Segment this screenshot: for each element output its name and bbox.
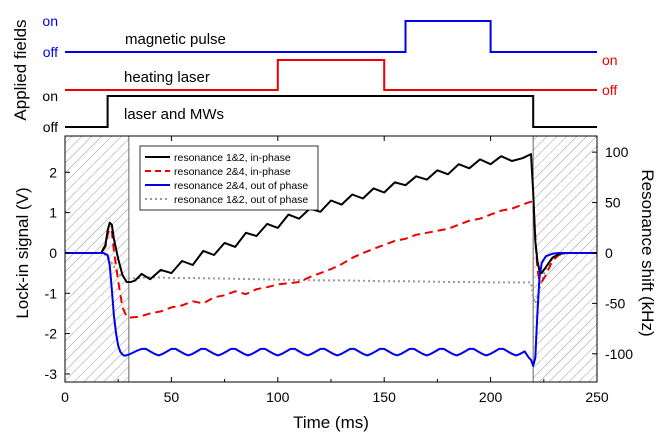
x-tick-label-3: 150 [373,389,397,405]
field-trace-1 [65,59,597,91]
legend: resonance 1&2, in-phase resonance 2&4, in… [139,145,319,211]
legend-label-0: resonance 1&2, in-phase [174,152,291,164]
field-off-label-0: off [43,44,58,60]
x-tick-label-1: 50 [164,389,180,405]
lock-in-panel: 0 50 100 150 200 250 -3 -2 -1 0 1 2 -100 -50 0 50 100 re… [13,135,657,432]
hatched-region-1 [533,136,597,382]
field-on-label-1: on [602,52,618,68]
legend-label-2: resonance 2&4, out of phase [174,180,308,192]
field-name-0: magnetic pulse [125,31,226,48]
legend-label-3: resonance 1&2, out of phase [174,194,308,206]
field-on-label-2: on [42,88,58,104]
field-trace-2 [65,95,597,128]
y2-axis-label: Resonance shift (kHz) [638,169,657,336]
y2-tick-label-1: -50 [605,295,625,311]
y-tick-label-5: 2 [49,164,57,180]
field-on-label-0: on [42,13,58,29]
x-tick-label-2: 100 [266,389,290,405]
field-trace-0 [65,20,597,53]
legend-label-1: resonance 2&4, in-phase [174,166,291,178]
y-axis-label: Lock-in signal (V) [13,187,32,318]
y-tick-label-3: 0 [49,245,57,261]
series-line-3 [65,252,597,305]
series-line-2 [65,252,597,367]
y2-tick-label-4: 100 [605,144,629,160]
y2-tick-label-0: -100 [605,346,633,362]
x-tick-label-5: 250 [585,389,609,405]
field-name-2: laser and MWs [124,106,224,123]
x-tick-label-4: 200 [479,389,503,405]
y-tick-label-4: 1 [49,205,57,221]
y-tick-label-1: -2 [45,326,58,342]
field-name-1: heating laser [124,69,210,86]
x-axis-label: Time (ms) [293,413,369,432]
x-tick-label-0: 0 [61,389,69,405]
y2-tick-label-3: 50 [605,195,621,211]
y-tick-label-2: -1 [45,285,58,301]
applied-fields-panel: on off on off on off magnetic pulse heating la… [11,13,618,135]
y-tick-label-0: -3 [45,366,58,382]
field-off-label-1: off [602,82,617,98]
series-line-1 [65,200,597,319]
y2-tick-label-2: 0 [605,245,613,261]
series-line-0 [65,153,597,283]
hatched-region-0 [65,136,129,382]
applied-fields-axis-label: Applied fields [11,19,30,120]
field-off-label-2: off [43,119,58,135]
